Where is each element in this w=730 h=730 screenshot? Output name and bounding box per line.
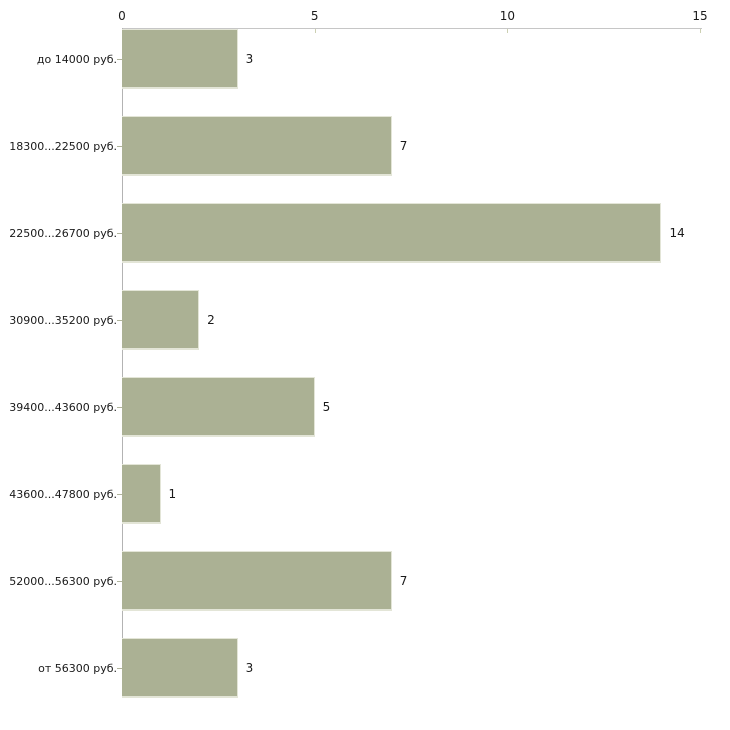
bar-value-label: 2 [207, 313, 215, 327]
category-label: 18300...22500 руб. [9, 139, 117, 153]
bar-row: 52000...56300 руб. 7 [0, 551, 730, 611]
bar-value-label: 7 [399, 139, 408, 153]
bar-row: 43600...47800 руб. 1 [0, 464, 730, 524]
x-axis-tick-label: 0 [118, 9, 126, 23]
bar-row: 22500...26700 руб. 14 [0, 203, 730, 263]
y-axis-line [122, 28, 123, 697]
bar-row: от 56300 руб. 3 [0, 638, 730, 698]
bar-value-label: 5 [322, 400, 331, 414]
category-label: от 56300 руб. [38, 661, 117, 675]
x-axis-tick-mark [700, 29, 701, 33]
category-tick-mark [117, 406, 122, 408]
category-label: 43600...47800 руб. [9, 487, 117, 501]
bar [122, 290, 200, 350]
bar-value-label: 3 [245, 661, 254, 675]
category-label: 52000...56300 руб. [9, 574, 117, 588]
bar-value-label: 14 [669, 226, 685, 240]
x-axis-tick-mark [507, 29, 509, 33]
category-tick-mark [117, 232, 122, 234]
category-label: 22500...26700 руб. [9, 226, 117, 240]
x-axis-tick-mark [314, 29, 316, 33]
bar [122, 464, 161, 524]
bar-value-label: 1 [168, 487, 177, 501]
bar-row: 39400...43600 руб. 5 [0, 377, 730, 437]
category-label: 39400...43600 руб. [9, 400, 117, 414]
bar [122, 638, 238, 698]
bar [122, 116, 392, 176]
bar [122, 203, 662, 263]
x-axis-tick-label: 5 [310, 9, 319, 23]
category-label: до 14000 руб. [36, 52, 117, 66]
x-axis-tick-label: 15 [692, 9, 708, 23]
bar-row: 18300...22500 руб. 7 [0, 116, 730, 176]
bar-row: 30900...35200 руб. 2 [0, 290, 730, 350]
category-tick-mark [117, 580, 122, 582]
category-label: 30900...35200 руб. [9, 313, 117, 327]
bar [122, 29, 238, 89]
category-tick-mark [117, 493, 122, 495]
category-tick-mark [117, 145, 122, 147]
category-tick-mark [117, 667, 122, 669]
bar [122, 377, 315, 437]
x-axis-tick-label: 10 [499, 9, 515, 23]
bar-value-label: 3 [245, 52, 254, 66]
bar-value-label: 7 [399, 574, 408, 588]
bar-row: до 14000 руб. 3 [0, 29, 730, 89]
category-tick-mark [117, 58, 122, 60]
bar [122, 551, 392, 611]
x-axis-line [122, 28, 702, 29]
category-tick-mark [117, 319, 122, 321]
